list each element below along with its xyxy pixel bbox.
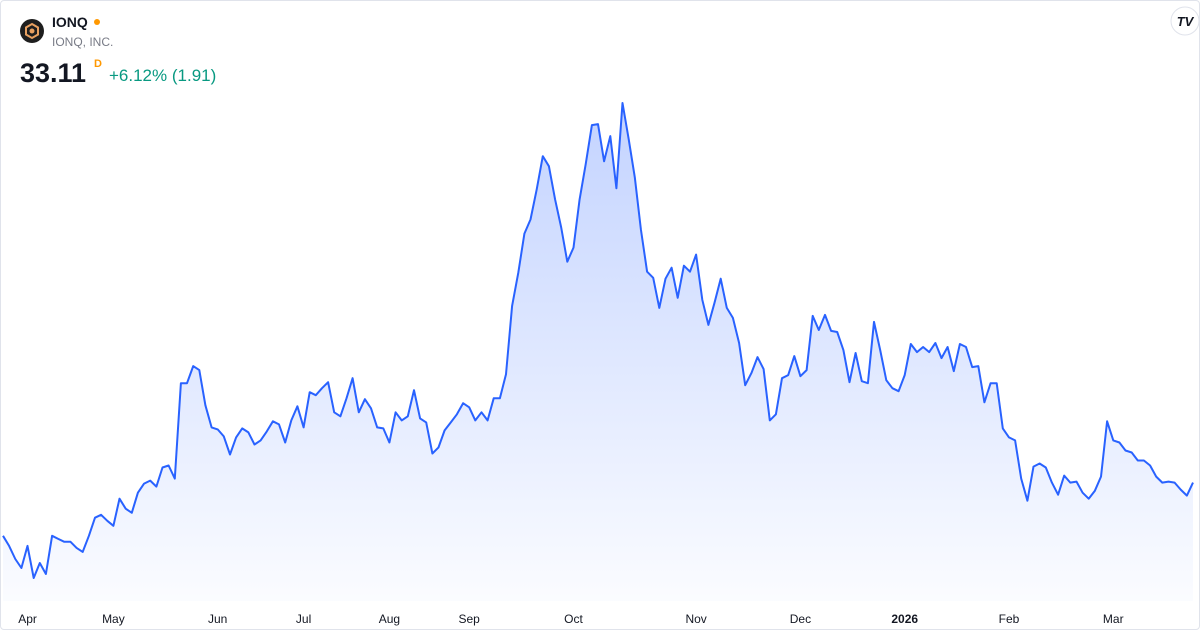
x-tick-label: 2026 xyxy=(891,612,918,626)
x-tick-label: May xyxy=(102,612,125,626)
x-tick-label: Apr xyxy=(18,612,37,626)
symbol: IONQ xyxy=(52,14,88,30)
price-line xyxy=(2,102,1194,579)
price-change: +6.12% (1.91) xyxy=(109,66,216,85)
x-tick-label: Feb xyxy=(999,612,1020,626)
x-tick-label: Jul xyxy=(296,612,311,626)
price: 33.11 xyxy=(20,58,86,88)
status-dot xyxy=(94,19,100,25)
logo xyxy=(20,19,44,43)
tradingview-logo[interactable]: TV xyxy=(1170,6,1199,36)
x-tick-label: Oct xyxy=(564,612,583,626)
svg-text:TV: TV xyxy=(1177,14,1195,29)
x-tick-label: Aug xyxy=(379,612,400,626)
interval: D xyxy=(94,58,102,70)
x-tick-label: Jun xyxy=(208,612,227,626)
x-tick-label: Mar xyxy=(1103,612,1124,626)
company-name: IONQ, INC. xyxy=(52,35,113,49)
x-tick-label: Dec xyxy=(790,612,811,626)
area-fill xyxy=(3,103,1193,601)
x-tick-label: Nov xyxy=(685,612,706,626)
x-tick-label: Sep xyxy=(459,612,481,626)
